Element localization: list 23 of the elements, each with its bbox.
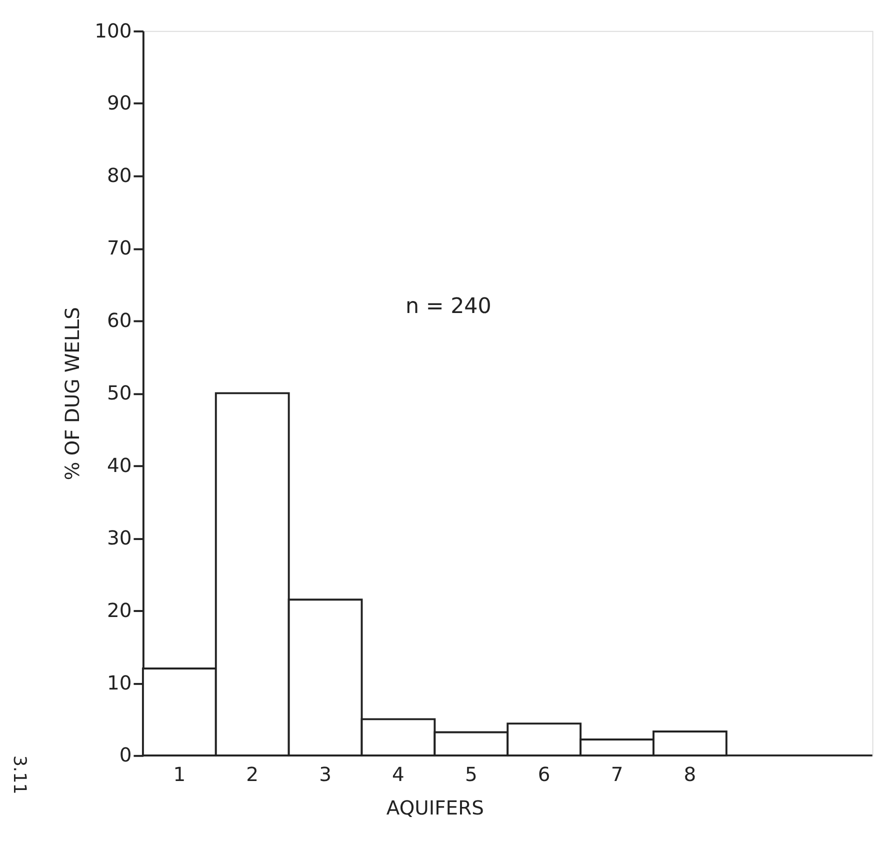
y-tick-label: 50 [107, 381, 132, 404]
x-tick-label: 6 [538, 763, 550, 786]
x-tick-label: 4 [392, 763, 404, 786]
x-axis-title: AQUIFERS [386, 796, 484, 820]
y-tick-label: 10 [107, 671, 132, 694]
y-axis-title: % OF DUG WELLS [61, 307, 84, 480]
y-tick-label: 60 [107, 309, 132, 332]
x-tick-label: 8 [684, 763, 696, 786]
y-tick-label: 30 [107, 526, 132, 550]
y-tick-label: 100 [94, 19, 132, 42]
x-tick-label: 7 [610, 763, 624, 786]
x-tick-label: 3 [319, 763, 332, 786]
text: 3.11 [9, 755, 30, 794]
y-tick-label: 20 [107, 598, 132, 622]
y-tick-label: 80 [107, 164, 132, 188]
y-tick-label: 40 [107, 454, 132, 477]
x-tick-label: 1 [173, 763, 186, 786]
y-tick-label: 70 [107, 236, 132, 260]
x-tick-label: 2 [246, 763, 259, 786]
y-tick-label: 0 [119, 744, 132, 767]
y-tick-label: 90 [107, 92, 132, 115]
annotation: n = 240 [406, 294, 492, 320]
x-tick-label: 5 [464, 763, 478, 786]
